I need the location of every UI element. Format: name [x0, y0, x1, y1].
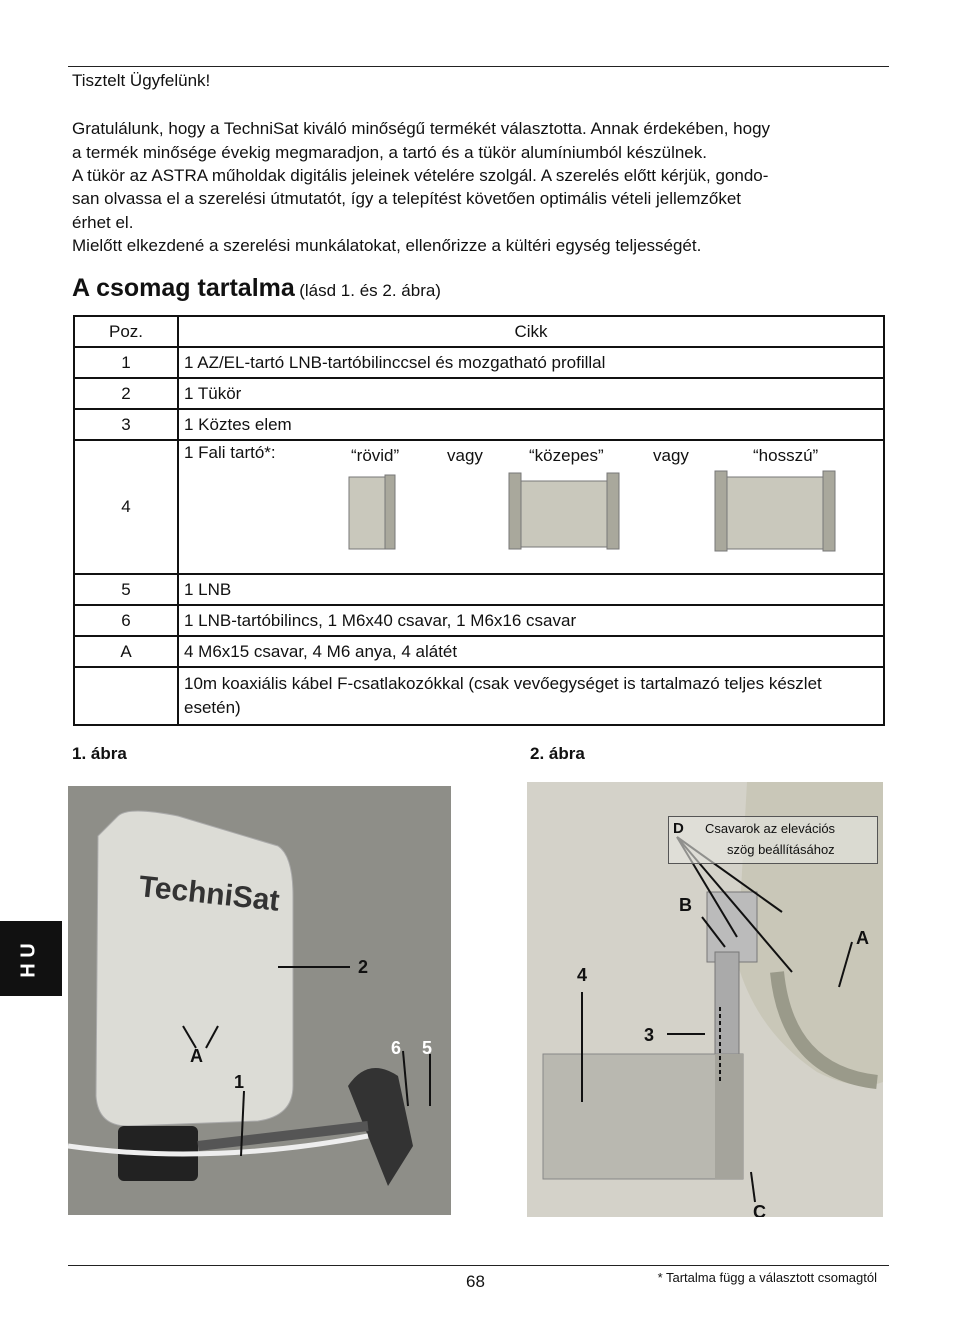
- photo-label: 3: [644, 1025, 655, 1045]
- photo-1: TechniSat 2 6 5 A 1: [68, 786, 451, 1215]
- side-tab-text: H U: [17, 943, 40, 978]
- pos-cell: 1: [73, 346, 179, 379]
- top-rule: [68, 66, 889, 67]
- callout-letter: D: [673, 820, 684, 837]
- footnote: * Tartalma függ a választott csomagtól: [657, 1270, 877, 1285]
- pos-cell: 6: [73, 604, 179, 637]
- bracket-images: [348, 470, 836, 552]
- photo-label: A: [190, 1046, 203, 1066]
- section-title: A csomag tartalma: [72, 274, 295, 302]
- section-heading: A csomag tartalma (lásd 1. és 2. ábra): [72, 274, 441, 303]
- intro-line: Gratulálunk, hogy a TechniSat kiváló min…: [72, 119, 771, 138]
- intro-line: san olvassa el a szerelési útmutatót, íg…: [72, 189, 742, 208]
- item-cell: 10m koaxiális kábel F-csatlakozókkal (cs…: [177, 666, 885, 726]
- option: “közepes”: [529, 446, 604, 465]
- photo-1-drawing: TechniSat: [68, 810, 431, 1186]
- intro-line: Mielőtt elkezdené a szerelési munkálatok…: [72, 236, 702, 255]
- header-cell: Poz.: [73, 315, 179, 348]
- intro-line: a termék minősége évekig megmaradjon, a …: [72, 143, 707, 162]
- intro-line: A tükör az ASTRA műholdak digitális jele…: [72, 166, 769, 185]
- photo-label: 4: [577, 965, 588, 985]
- item-text: 1 Fali tartó*:: [184, 443, 276, 462]
- figure-caption: 2. ábra: [530, 744, 585, 763]
- item-cell: 1 LNB: [177, 573, 885, 606]
- pos-cell: [73, 666, 179, 726]
- item-cell: 4 M6x15 csavar, 4 M6 anya, 4 alátét: [177, 635, 885, 668]
- page-number: 68: [466, 1272, 485, 1291]
- item-cell: 1 LNB-tartóbilincs, 1 M6x40 csavar, 1 M6…: [177, 604, 885, 637]
- section-note: (lásd 1. és 2. ábra): [299, 281, 441, 300]
- item-cell: 1 Tükör: [177, 377, 885, 410]
- pos-cell: 2: [73, 377, 179, 410]
- side-tab: H U: [0, 921, 62, 996]
- greeting: Tisztelt Ügyfelünk!: [72, 71, 211, 90]
- photo-label: C: [753, 1202, 766, 1217]
- item-cell: 1 Köztes elem: [177, 408, 885, 441]
- item-cell: 1 AZ/EL-tartó LNB-tartóbilinccsel és moz…: [177, 346, 885, 379]
- photo-label: 5: [422, 1038, 433, 1058]
- photo-label: 2: [358, 957, 369, 977]
- pos-cell: 3: [73, 408, 179, 441]
- callout-text: Csavarok az elevációs: [705, 821, 836, 836]
- callout-box: D Csavarok az elevációs szög beállításáh…: [668, 816, 878, 864]
- option: vagy: [447, 446, 483, 465]
- header-cell: Cikk: [177, 315, 885, 348]
- pos-cell: A: [73, 635, 179, 668]
- item-cell: 1 Fali tartó*: “rövid” vagy “közepes” va…: [177, 439, 885, 575]
- callout-text: szög beállításához: [727, 842, 835, 857]
- option: “rövid”: [351, 446, 400, 465]
- figure-caption: 1. ábra: [72, 744, 127, 763]
- option: “hosszú”: [753, 446, 819, 465]
- photo-label: 6: [391, 1038, 402, 1058]
- pos-cell: 5: [73, 573, 179, 606]
- pos-cell: 4: [73, 439, 179, 575]
- photo-2: D Csavarok az elevációs szög beállításáh…: [527, 782, 883, 1217]
- option: vagy: [653, 446, 689, 465]
- photo-label: A: [856, 928, 869, 948]
- bottom-rule: [68, 1265, 889, 1266]
- intro-line: érhet el.: [72, 213, 134, 232]
- photo-label: B: [679, 895, 692, 915]
- photo-label: 1: [234, 1072, 245, 1092]
